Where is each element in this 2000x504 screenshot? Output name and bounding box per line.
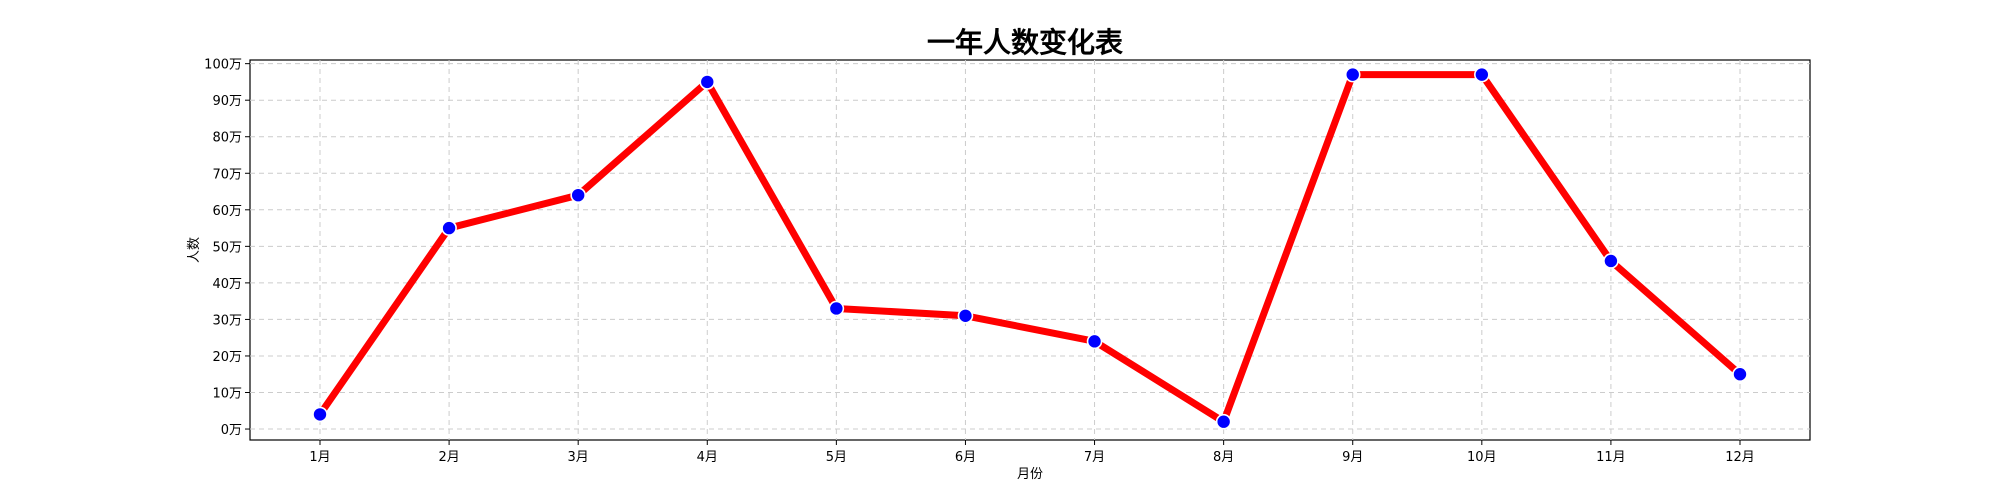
x-tick-label: 10月 — [1467, 450, 1497, 465]
series-line — [316, 71, 1744, 426]
x-tick-label: 12月 — [1725, 450, 1755, 465]
y-tick-label: 20万 — [212, 350, 242, 365]
series-group — [312, 66, 1748, 430]
y-tick-label: 10万 — [212, 387, 242, 402]
grid-lines — [250, 60, 1810, 440]
x-tick-label: 7月 — [1084, 450, 1105, 465]
x-tick-label: 11月 — [1596, 450, 1626, 465]
y-tick-label: 90万 — [212, 94, 242, 109]
y-tick-label: 40万 — [212, 277, 242, 292]
x-tick-label: 6月 — [955, 450, 976, 465]
chart-title: 一年人数变化表 — [927, 26, 1123, 59]
y-tick-label: 30万 — [212, 313, 242, 328]
y-tick-label: 60万 — [212, 204, 242, 219]
x-tick-label: 5月 — [826, 450, 847, 465]
x-tick-label: 8月 — [1213, 450, 1234, 465]
y-tick-label: 80万 — [212, 131, 242, 146]
data-point — [1603, 253, 1619, 269]
data-point — [957, 307, 974, 324]
y-axis-ticks: 0万 10万 20万 30万 40万 50万 60万 70万 80万 90万 100万 — [204, 58, 250, 438]
x-tick-label: 9月 — [1342, 450, 1363, 465]
data-point — [570, 187, 586, 203]
x-axis-ticks: 1月 2月 3月 4月 5月 6月 7月 8月 9月 10月 11月 12月 — [309, 440, 1755, 465]
x-tick-label: 1月 — [309, 450, 330, 465]
y-tick-label: 50万 — [212, 240, 242, 255]
plot-frame — [249, 59, 1811, 441]
data-point — [1344, 66, 1361, 83]
y-axis-label: 人数 — [187, 237, 202, 263]
x-tick-label: 2月 — [438, 450, 459, 465]
x-tick-label: 4月 — [697, 450, 718, 465]
data-point — [441, 220, 457, 236]
y-tick-label: 0万 — [221, 423, 242, 438]
data-point — [699, 74, 716, 90]
y-tick-label: 100万 — [204, 58, 242, 73]
y-tick-label: 70万 — [212, 167, 242, 182]
x-axis-label: 月份 — [1017, 467, 1043, 482]
data-point — [1086, 333, 1103, 350]
data-point — [1474, 66, 1490, 83]
data-point — [828, 300, 845, 317]
x-tick-label: 3月 — [568, 450, 589, 465]
data-point — [1215, 413, 1232, 430]
data-point — [312, 406, 328, 423]
data-point — [1732, 366, 1748, 383]
